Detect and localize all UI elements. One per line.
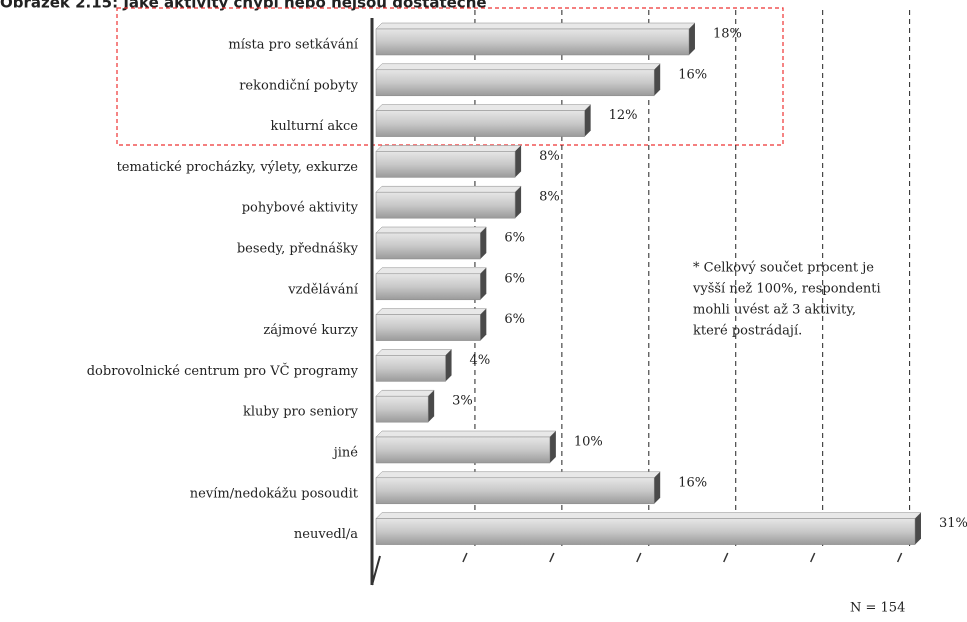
- bar-side: [915, 512, 921, 545]
- y-tick-label: kulturní akce: [271, 119, 359, 134]
- y-tick-label: kluby pro seniory: [243, 405, 359, 420]
- y-tick-label: místa pro setkávání: [228, 38, 358, 53]
- chart-title: Obrázek 2.15: Jaké aktivity chybí nebo n…: [0, 0, 487, 12]
- bar-side: [549, 431, 556, 463]
- floor-tick: [723, 552, 729, 563]
- value-label: 8%: [539, 190, 560, 205]
- bar: [375, 355, 446, 382]
- bar-top: [375, 430, 557, 438]
- bar-top: [375, 145, 522, 152]
- bar-top: [375, 104, 592, 111]
- note: N = 154: [850, 601, 905, 616]
- value-label: 16%: [678, 67, 707, 82]
- floor-tick: [549, 552, 555, 563]
- bar-top: [375, 389, 435, 397]
- value-label: 6%: [504, 312, 525, 327]
- bar: [375, 436, 551, 464]
- bar: [375, 395, 429, 423]
- bar-side: [584, 104, 591, 137]
- bar: [375, 69, 655, 97]
- y-tick-label: nevím/nedokážu posoudit: [190, 486, 359, 501]
- y-tick-label: vzdělávání: [287, 282, 359, 297]
- value-label: 18%: [713, 27, 742, 42]
- bar: [375, 110, 585, 137]
- bar: [375, 314, 481, 341]
- floor-tick: [896, 552, 903, 563]
- value-label: 31%: [939, 516, 967, 531]
- bar: [375, 273, 481, 301]
- bar-side: [688, 23, 695, 55]
- bar-top: [375, 185, 522, 193]
- value-label: 6%: [504, 231, 525, 246]
- y-tick-label: tematické procházky, výlety, exkurze: [117, 160, 359, 175]
- highlight-box: [116, 7, 784, 146]
- value-label: 16%: [678, 475, 707, 490]
- bar-side: [428, 390, 435, 423]
- floor-tick: [809, 552, 816, 563]
- bar: [375, 191, 516, 219]
- bar: [375, 232, 481, 260]
- bar-top: [375, 226, 487, 234]
- bar-top: [375, 63, 661, 71]
- value-label: 10%: [574, 435, 603, 450]
- bar-top: [375, 471, 661, 479]
- axis-floor: [371, 555, 381, 586]
- value-label: 3%: [452, 394, 473, 409]
- bar-top: [375, 512, 922, 519]
- floor-tick: [462, 552, 468, 563]
- value-label: 12%: [609, 108, 638, 123]
- bar-top: [375, 308, 487, 315]
- bar: [375, 477, 655, 505]
- bar-side: [654, 471, 661, 504]
- bar-side: [654, 63, 661, 96]
- y-tick-label: zájmové kurzy: [263, 323, 358, 338]
- annotation: * Celkový součet procent je: [693, 261, 874, 276]
- bar-top: [375, 267, 487, 275]
- annotation: které postrádají.: [693, 324, 802, 339]
- floor-tick: [636, 552, 642, 563]
- bar: [375, 28, 690, 56]
- value-label: 4%: [470, 353, 491, 368]
- y-tick-label: neuvedl/a: [294, 527, 358, 542]
- y-tick-label: rekondiční pobyty: [239, 78, 358, 93]
- value-label: 6%: [504, 271, 525, 286]
- value-label: 8%: [539, 149, 560, 164]
- y-tick-label: dobrovolnické centrum pro VČ programy: [87, 362, 359, 379]
- y-tick-label: pohybové aktivity: [242, 201, 359, 216]
- bar: [375, 151, 516, 178]
- bar-side: [480, 227, 487, 259]
- bar-side: [445, 349, 452, 382]
- annotation: mohli uvést až 3 aktivity,: [693, 303, 856, 318]
- y-tick-label: besedy, přednášky: [237, 242, 359, 257]
- bar-side: [515, 145, 522, 178]
- annotation: vyšší než 100%, respondenti: [692, 282, 881, 297]
- bar-side: [515, 186, 522, 219]
- bar-side: [480, 267, 487, 300]
- bar-side: [480, 308, 487, 341]
- y-tick-label: jiné: [332, 446, 359, 461]
- bar-top: [375, 349, 453, 356]
- bar: [375, 518, 916, 545]
- bar-top: [375, 22, 696, 30]
